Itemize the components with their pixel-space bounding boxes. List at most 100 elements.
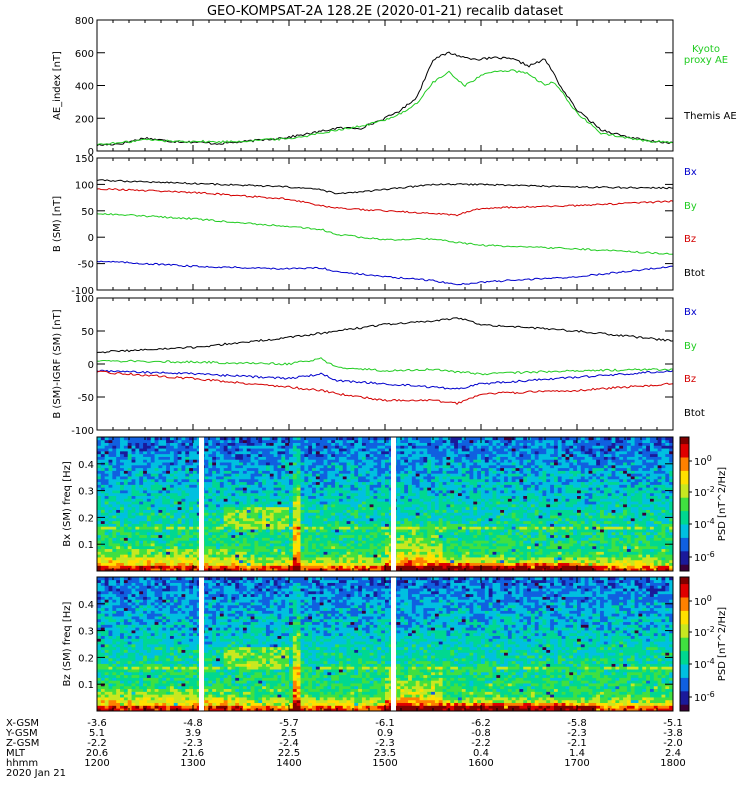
spectrogram-cell — [400, 467, 405, 471]
spectrogram-cell — [250, 506, 255, 510]
spectrogram-cell — [281, 481, 286, 485]
spectrogram-cell — [327, 509, 332, 513]
spectrogram-cell — [423, 531, 428, 536]
spectrogram-cell — [369, 439, 374, 443]
spectrogram-cell — [212, 459, 217, 463]
spectrogram-cell — [196, 450, 202, 455]
spectrogram-cell — [100, 476, 106, 480]
spectrogram-cell — [296, 565, 301, 569]
spectrogram-cell — [189, 512, 194, 516]
spectrogram-cell — [216, 501, 221, 505]
spectrogram-cell — [169, 501, 175, 505]
spectrogram-cell — [169, 562, 175, 566]
spectrogram-cell — [139, 509, 144, 513]
spectrogram-cell — [216, 445, 221, 449]
spectrogram-cell — [143, 517, 148, 522]
spectrogram-cell — [181, 478, 186, 483]
spectrogram-cell — [239, 543, 244, 547]
spectrogram-cell — [150, 448, 155, 452]
spectrogram-cell — [338, 534, 344, 538]
spectrogram-cell — [381, 484, 386, 488]
spectrogram-cell — [358, 462, 363, 466]
spectrogram-cell — [396, 520, 401, 524]
spectrogram-cell — [189, 515, 194, 519]
spectrogram-cell — [285, 473, 290, 477]
spectrogram-cell — [438, 568, 443, 572]
spectrogram-cell — [177, 512, 182, 516]
spectrogram-cell — [381, 568, 386, 572]
spectrogram-cell — [438, 487, 443, 491]
spectrogram-cell — [423, 498, 428, 502]
spectrogram-cell — [158, 520, 163, 524]
spectrogram-cell — [327, 498, 332, 502]
spectrogram-cell — [97, 501, 102, 505]
spectrogram-cell — [388, 540, 394, 544]
spectrogram-cell — [281, 473, 286, 477]
spectrogram-cell — [166, 501, 171, 505]
spectrogram-cell — [131, 548, 136, 552]
spectrogram-cell — [350, 498, 355, 502]
spectrogram-cell — [331, 484, 336, 488]
spectrogram-cell — [242, 462, 248, 466]
spectrogram-cell — [104, 565, 109, 569]
spectrogram-cell — [388, 554, 394, 558]
spectrogram-cell — [227, 437, 232, 441]
spectrogram-cell — [212, 568, 217, 572]
spectrogram-cell — [415, 459, 420, 463]
spectrogram-cell — [354, 543, 359, 547]
spectrogram-cell — [97, 450, 102, 455]
spectrogram-cell — [120, 517, 125, 522]
spectrogram-cell — [404, 554, 409, 558]
spectrogram-cell — [135, 462, 140, 466]
spectrogram-cell — [338, 448, 344, 452]
spectrogram-cell — [300, 501, 305, 505]
spectrogram-cell — [338, 476, 344, 480]
spectrogram-cell — [419, 487, 424, 491]
spectrogram-cell — [434, 476, 440, 480]
spectrogram-cell — [219, 506, 225, 510]
spectrogram-cell — [154, 495, 159, 499]
spectrogram-cell — [269, 459, 275, 463]
spectrogram-cell — [319, 520, 324, 524]
spectrogram-cell — [365, 565, 371, 569]
spectrogram-cell — [331, 448, 336, 452]
spectrogram-cell — [434, 450, 440, 455]
spectrogram-cell — [116, 492, 121, 497]
spectrogram-cell — [212, 442, 217, 446]
spectrogram-cell — [146, 554, 152, 558]
spectrogram-cell — [323, 456, 328, 460]
spectrogram-cell — [196, 554, 202, 558]
spectrogram-cell — [169, 517, 175, 522]
spectrogram-cell — [385, 529, 390, 533]
spectrogram-cell — [143, 529, 148, 533]
spectrogram-cell — [127, 487, 132, 491]
spectrogram-cell — [331, 476, 336, 480]
spectrogram-cell — [273, 565, 278, 569]
spectrogram-cell — [219, 554, 225, 558]
spectrogram-cell — [212, 509, 217, 513]
spectrogram-cell — [112, 504, 117, 508]
spectrogram-cell — [193, 478, 198, 483]
spectrogram-cell — [143, 501, 148, 505]
spectrogram-cell — [246, 562, 251, 566]
spectrogram-cell — [265, 498, 271, 502]
spectrogram-cell — [358, 531, 363, 536]
spectrogram-cell — [185, 470, 190, 474]
spectrogram-cell — [273, 554, 278, 558]
spectrogram-cell — [97, 495, 102, 499]
spectrogram-cell — [139, 515, 144, 519]
spectrogram-cell — [150, 442, 155, 446]
spectrogram-cell — [208, 453, 213, 457]
spectrogram-cell — [123, 529, 129, 533]
spectrogram-cell — [239, 540, 244, 544]
spectrogram-cell — [338, 562, 344, 566]
spectrogram-cell — [100, 540, 106, 544]
spectrogram-cell — [196, 476, 202, 480]
spectrogram-cell — [312, 537, 317, 541]
spectrogram-cell — [377, 512, 382, 516]
spectrogram-cell — [358, 487, 363, 491]
spectrogram-cell — [411, 456, 417, 460]
spectrogram-cell — [469, 551, 474, 555]
spectrogram-cell — [454, 506, 459, 510]
spectrogram-cell — [438, 548, 443, 552]
